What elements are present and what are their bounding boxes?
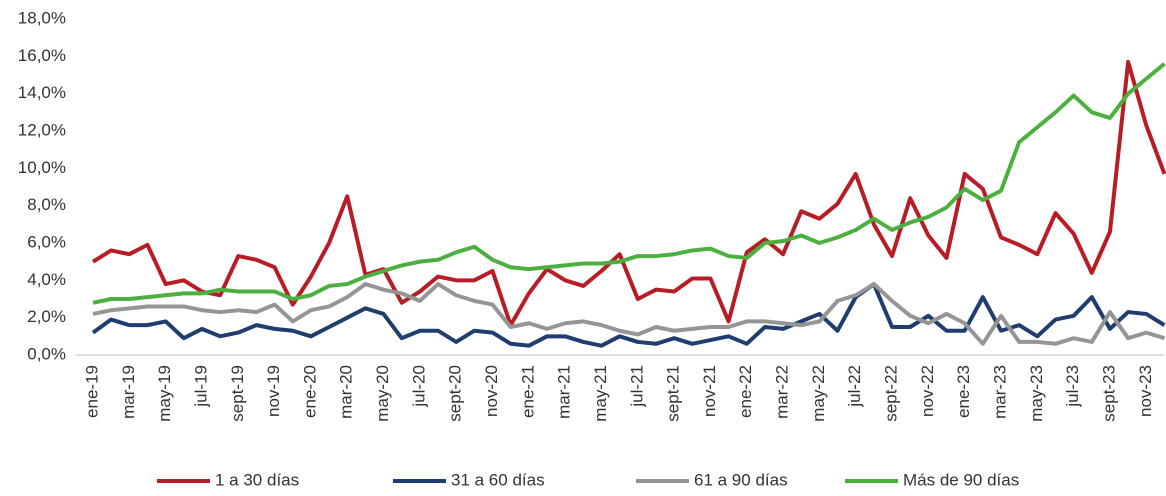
legend-label: Más de 90 días bbox=[903, 470, 1019, 489]
y-tick-label: 18,0% bbox=[18, 8, 66, 27]
x-tick-label: mar-20 bbox=[337, 365, 356, 419]
y-tick-label: 16,0% bbox=[18, 46, 66, 65]
y-tick-label: 2,0% bbox=[27, 307, 66, 326]
x-tick-label: ene-19 bbox=[82, 365, 101, 418]
series-line bbox=[91, 282, 1166, 348]
y-tick-label: 6,0% bbox=[27, 232, 66, 251]
x-tick-label: may-21 bbox=[591, 365, 610, 422]
series-line bbox=[91, 59, 1166, 328]
series-line bbox=[92, 282, 1166, 346]
x-tick-label: sept-20 bbox=[446, 365, 465, 422]
x-tick-label: may-22 bbox=[809, 365, 828, 422]
x-tick-label: mar-19 bbox=[119, 365, 138, 419]
x-tick-label: jul-23 bbox=[1063, 365, 1082, 408]
legend-label: 31 a 60 días bbox=[451, 470, 545, 489]
y-tick-label: 14,0% bbox=[18, 83, 66, 102]
x-tick-label: nov-22 bbox=[918, 365, 937, 417]
x-tick-label: ene-22 bbox=[736, 365, 755, 418]
x-tick-label: ene-21 bbox=[518, 365, 537, 418]
x-tick-label: jul-21 bbox=[627, 365, 646, 408]
x-tick-label: nov-21 bbox=[700, 365, 719, 417]
y-tick-label: 4,0% bbox=[27, 270, 66, 289]
x-tick-label: nov-19 bbox=[264, 365, 283, 417]
x-tick-label: nov-23 bbox=[1136, 365, 1155, 417]
x-tick-label: may-19 bbox=[155, 365, 174, 422]
x-tick-label: sept-19 bbox=[228, 365, 247, 422]
legend-label: 61 a 90 días bbox=[694, 470, 788, 489]
x-tick-label: ene-23 bbox=[954, 365, 973, 418]
y-tick-label: 0,0% bbox=[27, 344, 66, 363]
x-tick-label: sept-21 bbox=[664, 365, 683, 422]
legend-label: 1 a 30 días bbox=[215, 470, 299, 489]
y-tick-label: 10,0% bbox=[18, 158, 66, 177]
series-line bbox=[92, 62, 1166, 305]
x-tick-label: mar-21 bbox=[555, 365, 574, 419]
x-tick-label: may-23 bbox=[1027, 365, 1046, 422]
x-tick-label: sept-23 bbox=[1099, 365, 1118, 422]
x-tick-label: may-20 bbox=[373, 365, 392, 422]
x-tick-label: jul-19 bbox=[191, 365, 210, 408]
x-tick-label: ene-20 bbox=[300, 365, 319, 418]
x-tick-label: jul-20 bbox=[409, 365, 428, 408]
x-tick-label: nov-20 bbox=[482, 365, 501, 417]
x-tick-label: sept-22 bbox=[882, 365, 901, 422]
x-tick-label: mar-23 bbox=[990, 365, 1009, 419]
x-tick-label: mar-22 bbox=[773, 365, 792, 419]
y-tick-label: 12,0% bbox=[18, 120, 66, 139]
y-tick-label: 8,0% bbox=[27, 195, 66, 214]
x-tick-label: jul-22 bbox=[845, 365, 864, 408]
